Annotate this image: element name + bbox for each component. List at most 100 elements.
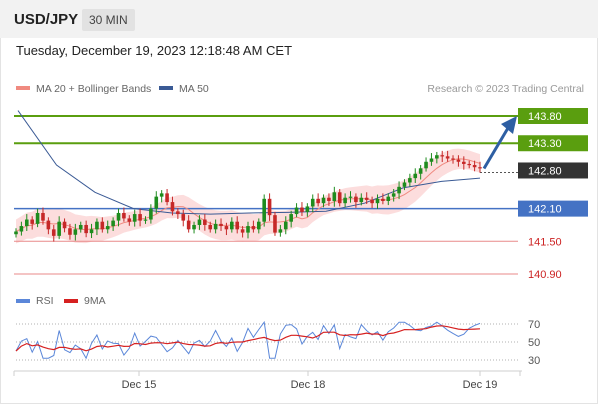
candle <box>224 222 229 236</box>
candle-body <box>197 219 202 225</box>
candle-body <box>445 156 450 159</box>
x-tick-label: Dec 18 <box>291 379 326 391</box>
candle <box>95 218 99 236</box>
candle <box>170 196 175 216</box>
candle <box>68 223 72 240</box>
candle <box>256 218 261 234</box>
candle <box>165 189 169 206</box>
candle <box>278 224 283 237</box>
candle-body <box>46 220 51 230</box>
candle <box>73 223 78 241</box>
candle-body <box>235 221 240 230</box>
candle-body <box>364 197 369 200</box>
candle-body <box>381 198 385 201</box>
candle <box>89 223 94 239</box>
candle-body <box>289 214 293 222</box>
forecast-arrow-shaft <box>482 127 510 170</box>
candle <box>456 155 461 167</box>
timeframe-badge[interactable]: 30 MIN <box>82 9 135 31</box>
candle <box>348 191 353 203</box>
candle <box>359 193 364 206</box>
candle-body <box>337 192 342 204</box>
candle <box>30 216 34 230</box>
candle <box>321 194 326 208</box>
candle <box>445 150 450 162</box>
candle <box>251 220 256 233</box>
candle-body <box>478 167 482 169</box>
candle <box>100 217 105 233</box>
candle-body <box>278 229 283 233</box>
ma50-legend-label: MA 50 <box>179 83 209 95</box>
candle-body <box>138 214 142 221</box>
candle-body <box>332 192 337 201</box>
rsi-level-label-50: 50 <box>528 337 540 349</box>
candle-body <box>100 221 105 230</box>
candle <box>192 221 196 234</box>
candle-body <box>294 207 299 215</box>
candle <box>19 221 24 236</box>
rsi-legend-label: RSI <box>36 295 54 307</box>
price-label-140.90: 140.90 <box>528 269 562 281</box>
candle <box>386 193 391 206</box>
candle <box>424 157 428 172</box>
ma50-swatch <box>159 86 173 90</box>
candle <box>397 181 401 200</box>
candle-body <box>68 228 72 235</box>
candle <box>46 217 51 235</box>
candle-body <box>213 223 218 230</box>
candle-body <box>386 196 391 201</box>
candle-body <box>408 178 412 183</box>
candle <box>305 203 310 217</box>
candle <box>462 156 466 170</box>
candle <box>467 160 472 169</box>
candle-body <box>321 197 326 204</box>
candle <box>370 196 374 209</box>
candle <box>51 224 56 242</box>
candle <box>78 221 83 233</box>
candle-body <box>73 229 78 235</box>
candle <box>186 215 191 233</box>
title-bar: USD/JPY 30 MIN <box>0 0 598 38</box>
candle <box>435 151 439 164</box>
candle-body <box>251 226 256 230</box>
candle-body <box>165 193 169 203</box>
candle <box>41 207 45 225</box>
rsi-line <box>15 320 481 360</box>
candle-body <box>127 218 132 222</box>
candle-body <box>429 158 434 162</box>
candle <box>332 186 337 207</box>
candle <box>364 192 369 204</box>
candle-body <box>84 224 88 234</box>
candle <box>62 218 67 233</box>
price-tag-142.80 <box>518 162 588 179</box>
candle-body <box>224 226 229 230</box>
bollinger-band <box>16 148 480 244</box>
candle-body <box>192 224 196 230</box>
candle <box>413 168 418 184</box>
candle-body <box>418 168 423 174</box>
candle <box>154 191 159 214</box>
candle <box>262 194 266 227</box>
candle-body <box>105 226 110 230</box>
candle-body <box>35 212 40 224</box>
candle-body <box>424 161 428 169</box>
price-label-141.50: 141.50 <box>528 236 562 248</box>
candle-body <box>176 211 180 215</box>
candle <box>197 215 202 230</box>
candle-body <box>310 198 315 207</box>
candle <box>418 165 423 180</box>
candle-body <box>451 158 455 160</box>
rsi-level-label-70: 70 <box>528 319 540 331</box>
candle <box>391 189 396 202</box>
candle-body <box>186 220 191 230</box>
candle-body <box>397 186 401 194</box>
forecast-arrow-head <box>501 116 517 134</box>
ma20-swatch <box>16 86 30 90</box>
candle-body <box>316 198 320 204</box>
candle-body <box>149 208 153 220</box>
candle <box>451 155 455 164</box>
candle <box>402 179 407 191</box>
candle-body <box>14 231 18 235</box>
candle-body <box>375 198 380 204</box>
candle-body <box>343 197 347 204</box>
